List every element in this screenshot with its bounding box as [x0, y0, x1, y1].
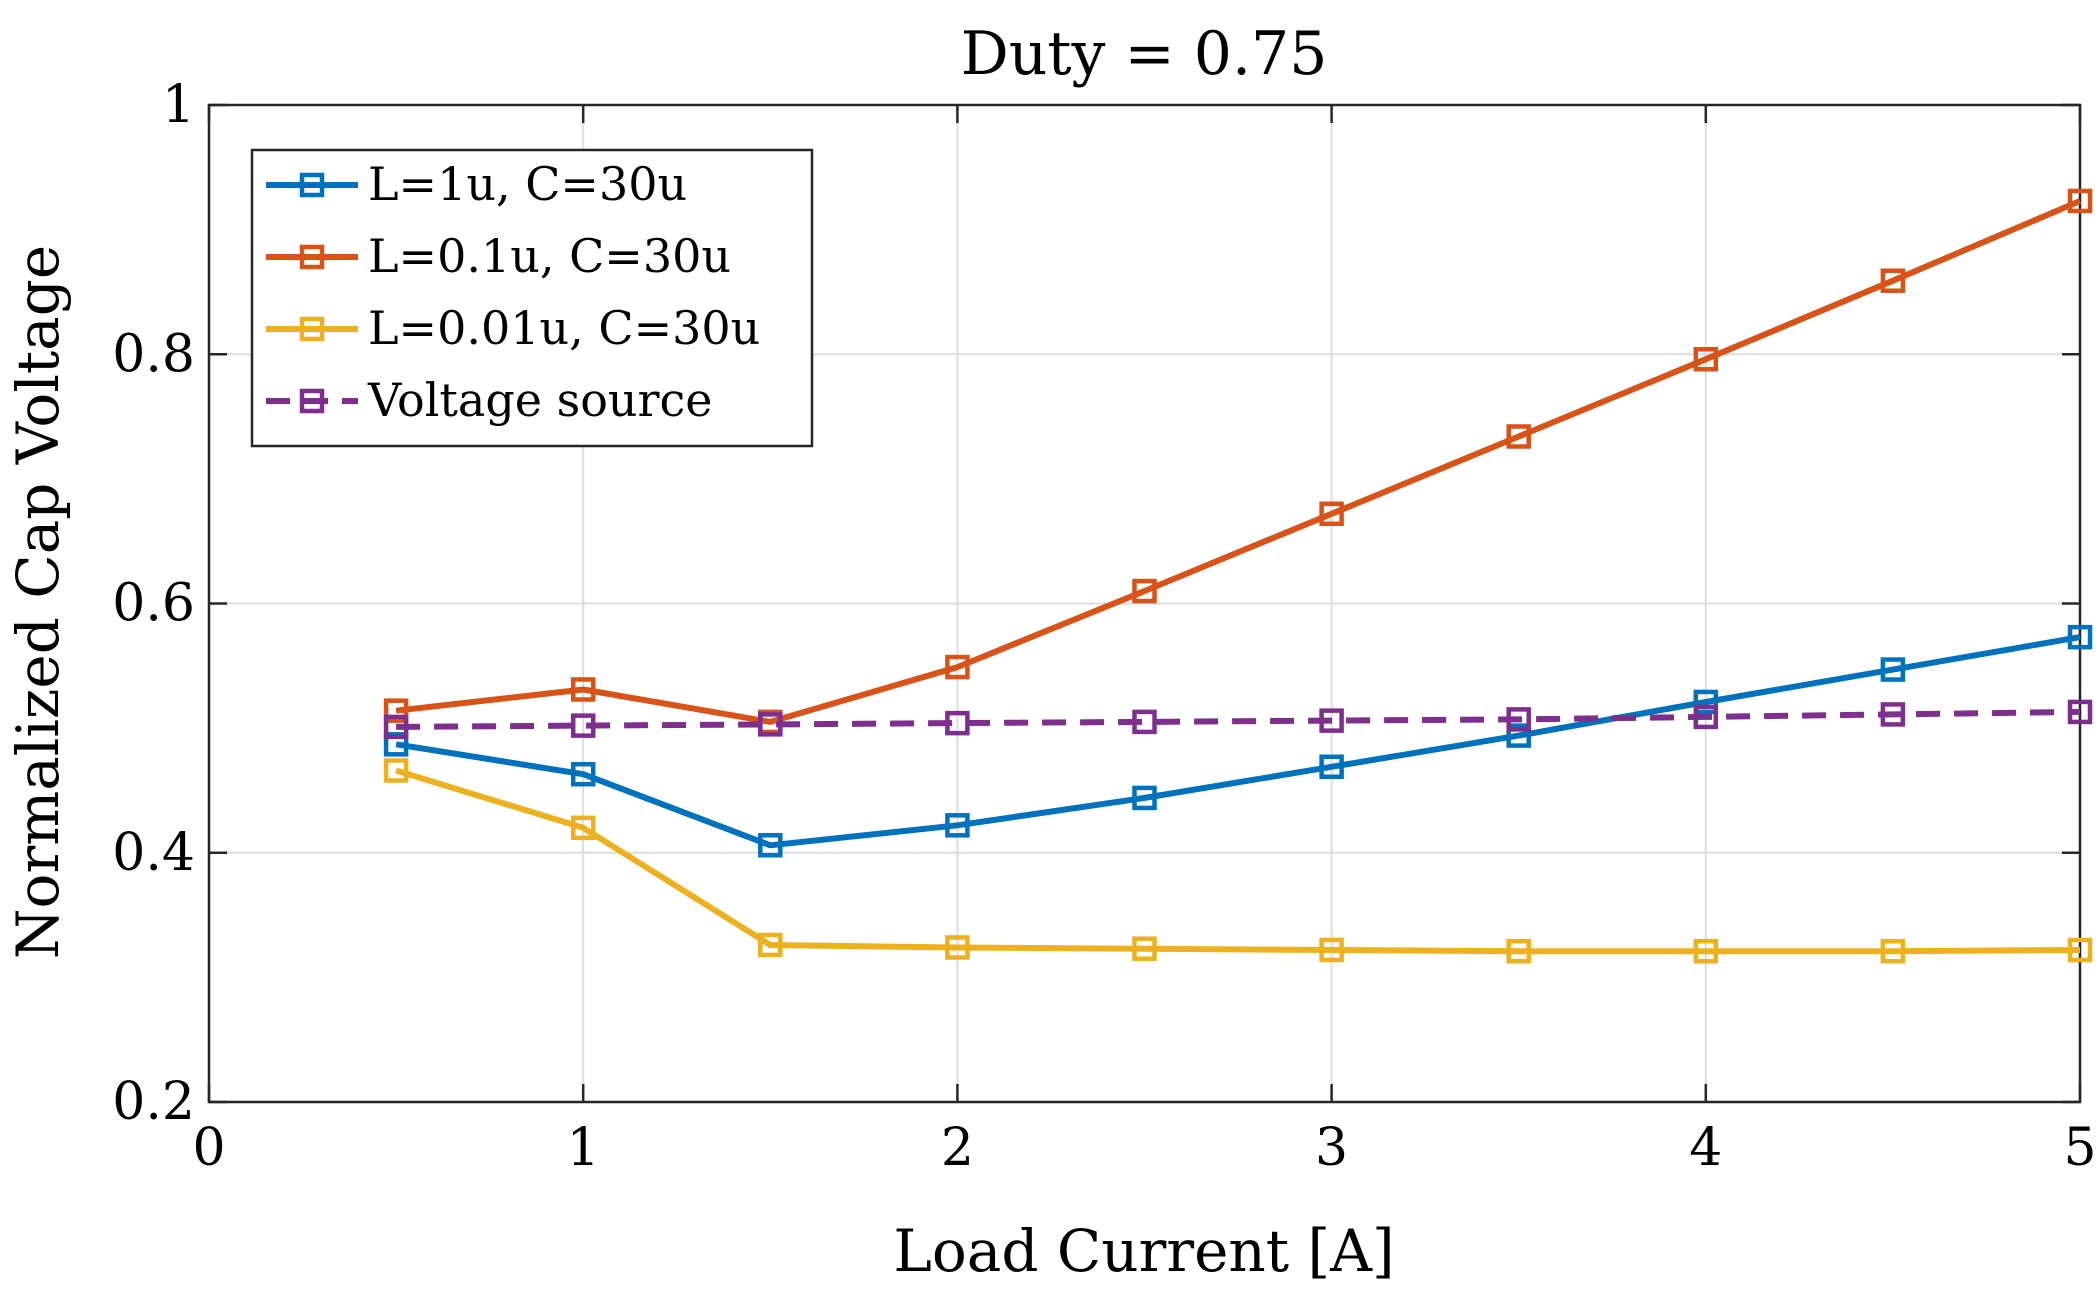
legend-entry: Voltage source: [266, 373, 713, 427]
y-axis-label: Normalized Cap Voltage: [4, 245, 72, 959]
data-point: [758, 932, 783, 958]
legend-swatch-marker: [299, 172, 325, 198]
x-tick-label: 0: [192, 1118, 225, 1178]
chart-title: Duty = 0.75: [961, 19, 1328, 89]
data-point: [383, 714, 409, 740]
data-point: [1506, 707, 1531, 732]
y-tick-label: 0.8: [112, 324, 195, 384]
data-point: [1693, 346, 1719, 372]
series-line: [395, 198, 2082, 725]
data-point: [2067, 937, 2093, 963]
legend-entry: L=0.1u, C=30u: [266, 229, 731, 283]
data-point: [1319, 937, 1344, 963]
data-point: [1132, 578, 1157, 604]
legend-label: L=0.1u, C=30u: [368, 229, 731, 283]
x-tick-label: 4: [1689, 1118, 1722, 1178]
legend-swatch-marker: [299, 244, 325, 270]
data-point: [945, 935, 970, 960]
data-point: [1319, 754, 1344, 780]
data-point: [383, 758, 409, 783]
data-point: [1506, 723, 1531, 748]
data-point: [945, 710, 970, 736]
data-point: [1693, 938, 1719, 964]
x-tick-label: 1: [567, 1118, 600, 1178]
legend-label: L=0.01u, C=30u: [368, 301, 760, 355]
x-tick-label: 3: [1315, 1118, 1348, 1178]
legend-entry: L=0.01u, C=30u: [266, 301, 760, 355]
data-point: [383, 698, 409, 723]
y-tick-label: 0.2: [112, 1072, 195, 1132]
data-point: [1132, 785, 1157, 811]
data-point: [1132, 709, 1157, 735]
data-point: [2067, 188, 2093, 214]
data-point: [1132, 936, 1157, 961]
data-point: [570, 677, 596, 702]
data-point: [1506, 424, 1531, 449]
data-point: [758, 833, 783, 858]
legend-label: Voltage source: [367, 373, 713, 427]
legend-swatch-marker: [299, 388, 325, 414]
y-tick-label: 1: [162, 75, 195, 135]
series-layer: [383, 188, 2093, 964]
series-line: [396, 708, 2081, 730]
data-point: [945, 813, 970, 838]
data-point: [570, 815, 596, 841]
data-point: [1693, 704, 1719, 730]
y-tick-label: 0.4: [112, 823, 195, 883]
legend: L=1u, C=30u L=0.1u, C=30u L=0.01u, C=30u Vo…: [250, 148, 814, 448]
x-tick-label: 2: [941, 1118, 974, 1178]
series-line: [395, 634, 2081, 849]
series-3: [383, 758, 2093, 964]
data-point: [1880, 268, 1906, 293]
axes: 0 1 2 3 4 5 0.2 0.4 0.6 0.8 1: [112, 75, 2096, 1178]
data-point: [945, 654, 970, 680]
y-tick-label: 0.6: [112, 574, 195, 634]
data-point: [570, 713, 596, 738]
data-point: [1880, 702, 1906, 727]
data-point: [1319, 708, 1344, 733]
legend-label: L=1u, C=30u: [368, 157, 687, 211]
series-line: [395, 767, 2081, 955]
data-point: [383, 732, 409, 757]
data-point: [1880, 938, 1906, 964]
data-point: [758, 712, 783, 737]
data-point: [1319, 501, 1344, 527]
data-point: [1693, 689, 1719, 715]
series-1: [383, 624, 2093, 858]
legend-entry: L=1u, C=30u: [266, 157, 687, 211]
data-point: [1880, 657, 1906, 682]
data-point: [2067, 624, 2093, 650]
data-point: [1506, 938, 1531, 964]
x-axis-label: Load Current [A]: [893, 1217, 1394, 1285]
series-4: [383, 699, 2093, 740]
x-tick-label: 5: [2063, 1118, 2096, 1178]
legend-box: [250, 148, 814, 448]
legend-swatch-marker: [299, 316, 325, 342]
data-point: [2067, 699, 2093, 725]
data-point: [570, 761, 596, 787]
